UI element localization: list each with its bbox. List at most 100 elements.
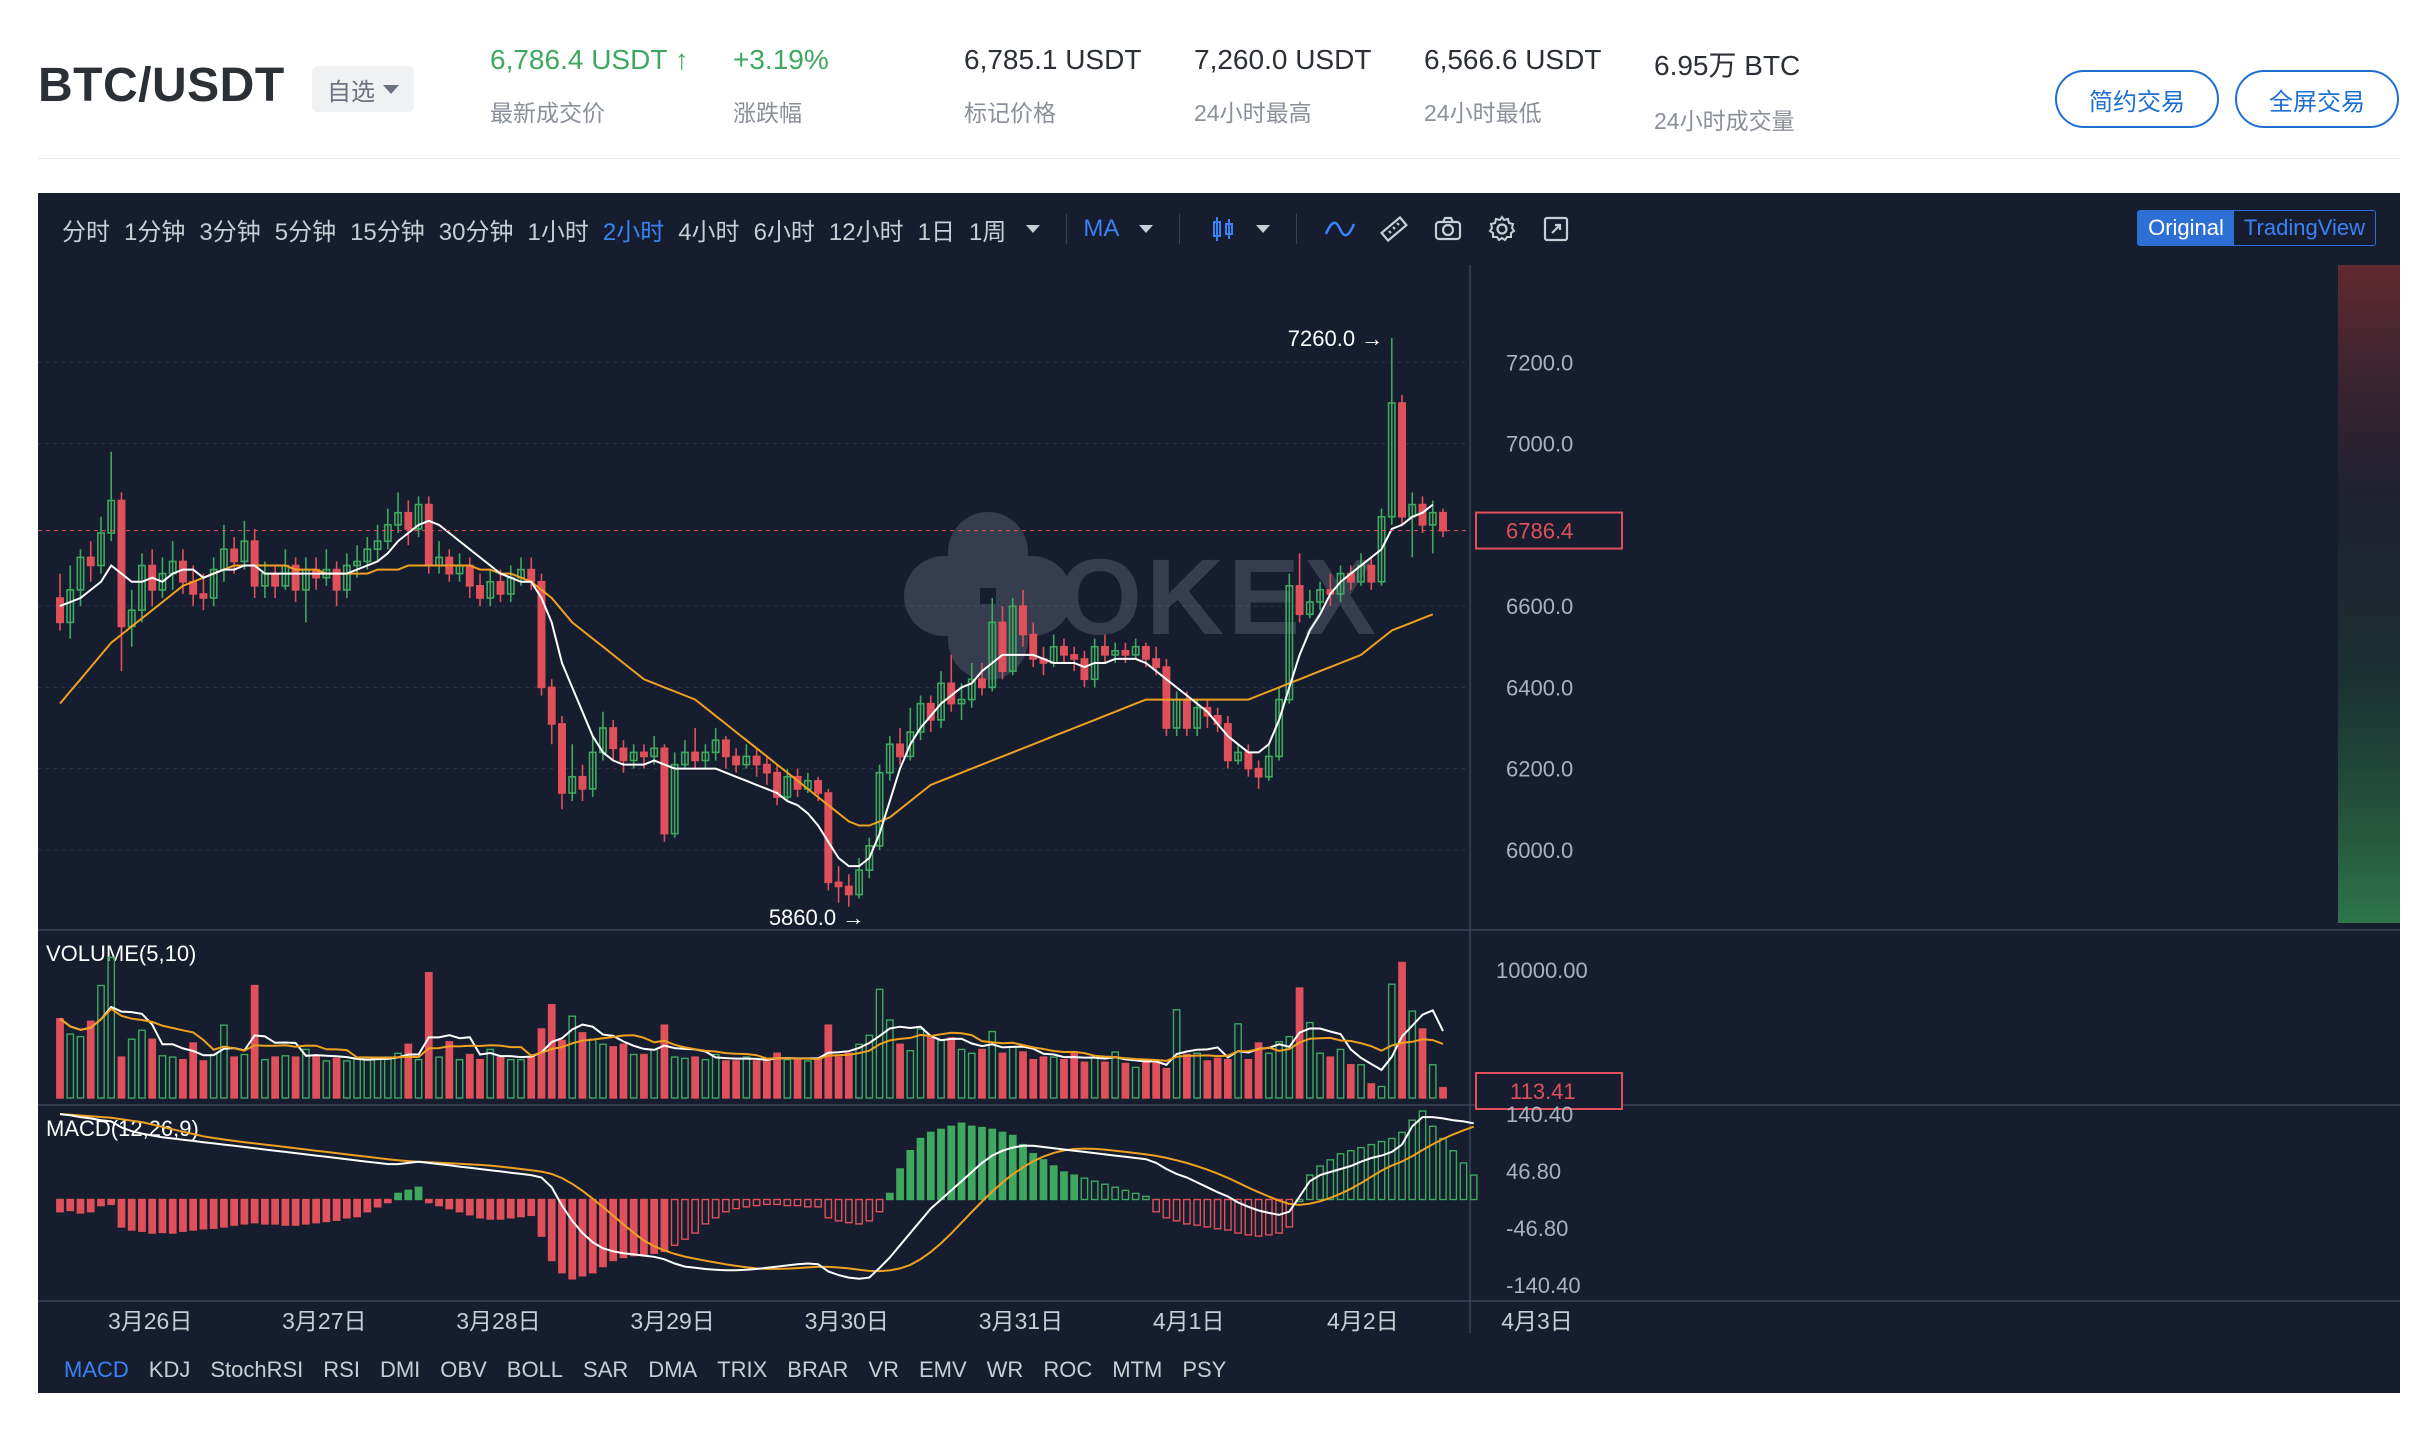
candle-body [978, 678, 986, 689]
volume-bar [1377, 1085, 1386, 1099]
ruler-icon[interactable] [1377, 212, 1411, 246]
indicator-tab[interactable]: MTM [1112, 1357, 1163, 1382]
gear-icon[interactable] [1485, 212, 1519, 246]
volume-bar [179, 1058, 187, 1099]
view-original-button[interactable]: Original [2138, 211, 2234, 245]
volume-bar [1357, 1064, 1365, 1099]
macd-histogram-bar [1275, 1198, 1283, 1234]
chevron-down-icon[interactable] [1256, 225, 1271, 233]
volume-bar [404, 1043, 413, 1099]
line-style-icon[interactable] [1323, 212, 1357, 246]
macd-histogram-bar [1142, 1195, 1150, 1201]
timeframe-tab[interactable]: 12小时 [828, 218, 904, 246]
indicator-dropdown[interactable]: MA [1083, 215, 1120, 242]
timeframe-tab-active[interactable]: 2小时 [602, 218, 665, 246]
x-axis-date-label: 3月26日 [108, 1308, 192, 1334]
volume-last-tag [1475, 1072, 1623, 1110]
x-axis-date-label: 3月30日 [805, 1308, 889, 1334]
volume-bar [619, 1043, 628, 1099]
chevron-down-icon[interactable] [1026, 225, 1041, 233]
fullscreen-trade-button[interactable]: 全屏交易 [2235, 70, 2399, 128]
price-axis-label: 6600.0 [1506, 594, 1573, 619]
candle-body [568, 775, 577, 794]
macd-histogram-bar [404, 1189, 413, 1201]
macd-histogram-bar [322, 1198, 331, 1223]
volume-bar [1111, 1051, 1120, 1099]
timeframe-tab[interactable]: 1小时 [527, 218, 589, 246]
timeframe-tab[interactable]: 4小时 [678, 218, 740, 246]
candlestick-chart[interactable]: 7200.0 7000.0 6600.0 6400.0 6200.0 6000.0 OKEX… [38, 193, 2400, 1393]
volume-bar [1418, 1028, 1427, 1099]
candle-body [66, 589, 75, 624]
x-axis-date-label: 4月3日 [1501, 1308, 1573, 1334]
macd-histogram-bar [97, 1198, 105, 1207]
volume-bar [1019, 1051, 1027, 1099]
indicator-tab[interactable]: RSI [323, 1357, 360, 1382]
volume-bar [230, 1056, 239, 1099]
timeframe-tab[interactable]: 15分钟 [350, 218, 425, 246]
indicator-tab[interactable]: WR [986, 1357, 1024, 1382]
volume-bar [896, 1043, 904, 1099]
volume-bar [517, 1058, 525, 1099]
volume-bar [1398, 961, 1406, 1099]
macd-histogram-bar [998, 1131, 1007, 1201]
indicator-tab[interactable]: OBV [440, 1357, 487, 1382]
volume-bar [947, 1037, 956, 1099]
camera-icon[interactable] [1431, 212, 1465, 246]
candle-body [814, 780, 823, 794]
timeframe-tab[interactable]: 30分钟 [438, 218, 514, 246]
macd-histogram-bar [199, 1198, 208, 1230]
volume-bar [998, 1052, 1007, 1099]
macd-histogram-bar [1459, 1162, 1468, 1201]
candle-body [742, 755, 751, 766]
candle-body [271, 572, 280, 587]
fullscreen-icon[interactable] [1539, 212, 1573, 246]
macd-histogram-bar [1346, 1150, 1355, 1201]
chart-panel[interactable]: 7200.0 7000.0 6600.0 6400.0 6200.0 6000.0 OKEX… [38, 193, 2400, 1393]
volume-bar [332, 1057, 341, 1099]
macd-axis-label: 140.40 [1506, 1102, 1573, 1127]
view-tradingview-button[interactable]: TradingView [2243, 215, 2365, 240]
candle-body [721, 739, 730, 758]
chevron-down-icon[interactable] [1139, 225, 1154, 233]
simple-trade-button[interactable]: 简约交易 [2055, 70, 2219, 128]
indicator-tab[interactable]: KDJ [148, 1357, 191, 1382]
price-axis-label: 7200.0 [1506, 350, 1573, 375]
indicator-tab[interactable]: DMA [648, 1357, 698, 1382]
timeframe-tab[interactable]: 5分钟 [274, 218, 337, 246]
timeframe-tab[interactable]: 1日 [917, 218, 955, 246]
macd-histogram-bar [1336, 1153, 1345, 1201]
macd-histogram-bar [127, 1198, 136, 1231]
macd-histogram-bar [1469, 1174, 1478, 1201]
indicator-tab[interactable]: DMI [379, 1357, 421, 1382]
indicator-tab[interactable]: StochRSI [210, 1357, 304, 1382]
volume-bar [342, 1060, 351, 1099]
timeframe-tab[interactable]: 1周 [968, 218, 1007, 246]
candle-body [967, 678, 976, 701]
volume-bar [1316, 1052, 1324, 1099]
macd-histogram-bar [1213, 1198, 1222, 1230]
indicator-tab[interactable]: VR [868, 1357, 899, 1382]
indicator-tab[interactable]: BOLL [506, 1357, 564, 1382]
timeframe-tab[interactable]: 3分钟 [199, 218, 261, 246]
toolbar-divider [1179, 214, 1181, 244]
logo-center [980, 588, 996, 604]
timeframe-tab[interactable]: 6小时 [753, 218, 815, 246]
indicator-tab[interactable]: PSY [1182, 1357, 1227, 1382]
indicator-tab-active[interactable]: MACD [64, 1357, 129, 1382]
indicator-tab[interactable]: BRAR [787, 1357, 849, 1382]
volume-bar [138, 1029, 146, 1099]
timeframe-tab[interactable]: 分时 [62, 218, 110, 246]
volume-bar [1152, 1061, 1161, 1099]
indicator-tab[interactable]: EMV [918, 1357, 967, 1382]
indicator-tab[interactable]: TRIX [717, 1357, 768, 1382]
macd-histogram-bar [1019, 1143, 1027, 1201]
watchlist-dropdown[interactable]: 自选 [312, 66, 414, 112]
depth-gradient-bar [2338, 265, 2400, 923]
candle-body [865, 845, 874, 871]
timeframe-tab[interactable]: 1分钟 [124, 218, 186, 246]
indicator-tab[interactable]: SAR [583, 1357, 629, 1382]
candlestick-icon[interactable] [1206, 212, 1240, 246]
volume-bar [424, 972, 433, 1099]
indicator-tab[interactable]: ROC [1043, 1357, 1093, 1382]
